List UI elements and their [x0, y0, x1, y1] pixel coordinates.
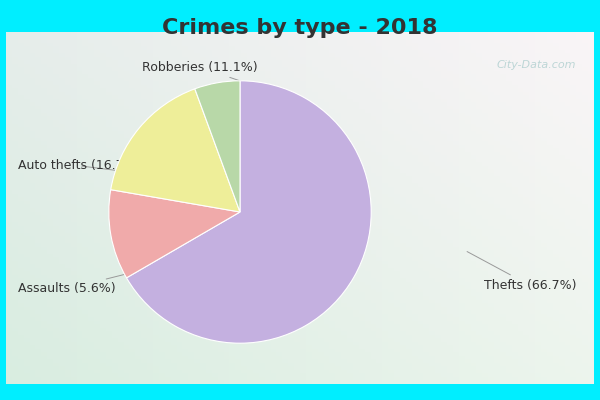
Wedge shape: [127, 81, 371, 343]
Text: Thefts (66.7%): Thefts (66.7%): [467, 252, 577, 292]
Text: Crimes by type - 2018: Crimes by type - 2018: [162, 18, 438, 38]
Text: Assaults (5.6%): Assaults (5.6%): [18, 265, 162, 296]
Text: City-Data.com: City-Data.com: [497, 60, 577, 70]
Wedge shape: [109, 190, 240, 278]
Wedge shape: [195, 81, 240, 212]
Wedge shape: [111, 89, 240, 212]
Text: Robberies (11.1%): Robberies (11.1%): [142, 61, 280, 94]
Text: Auto thefts (16.7%): Auto thefts (16.7%): [18, 159, 140, 172]
